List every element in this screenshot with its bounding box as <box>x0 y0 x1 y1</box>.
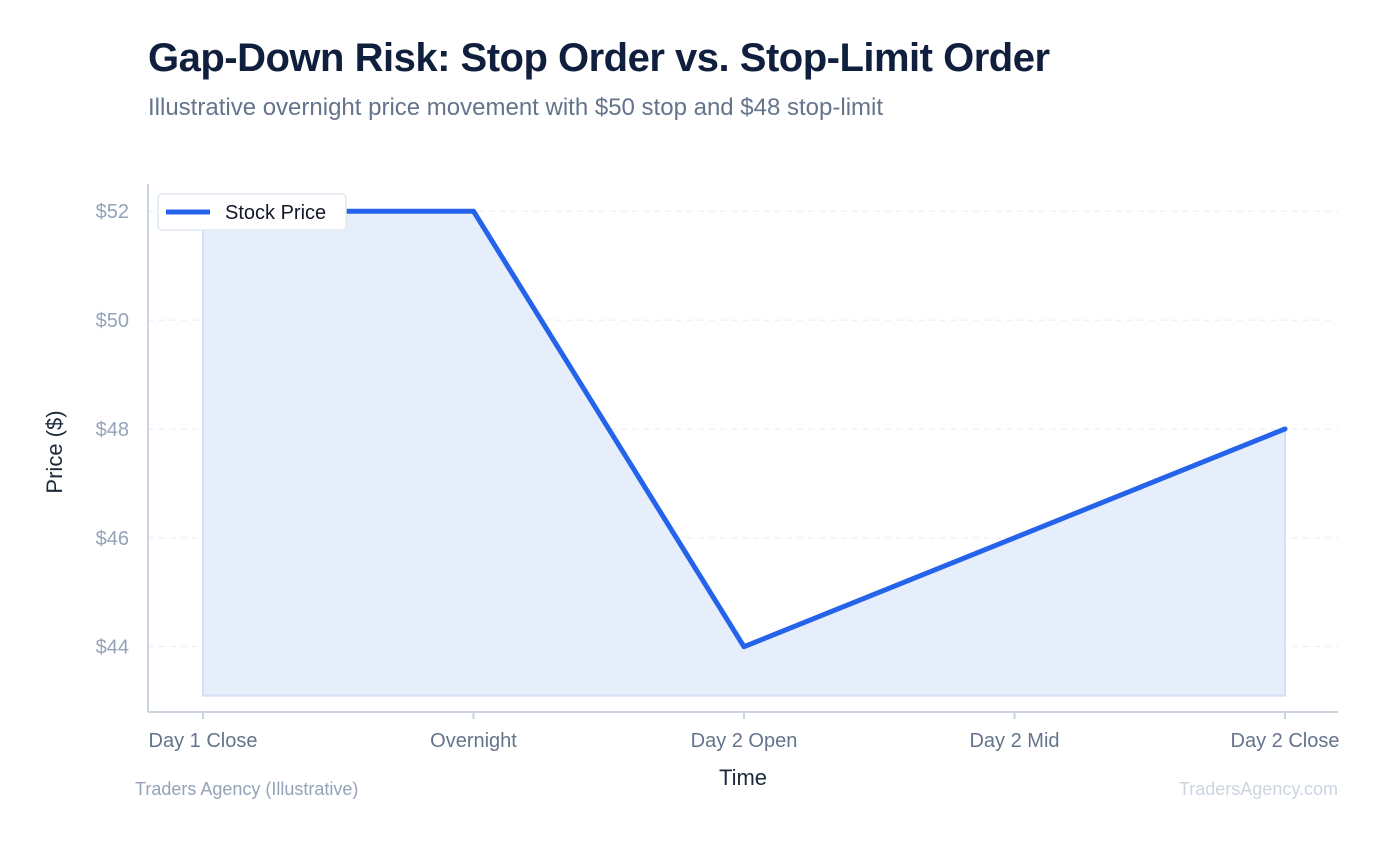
legend-label-stock-price: Stock Price <box>225 202 326 224</box>
y-tick-label: $46 <box>96 528 129 550</box>
chart-title: Gap-Down Risk: Stop Order vs. Stop-Limit… <box>148 36 1050 80</box>
legend-box <box>157 193 347 231</box>
watermark: TradersAgency.com <box>1178 779 1338 799</box>
x-tick-label: Day 2 Close <box>1231 730 1340 752</box>
y-tick-label: $48 <box>96 419 129 441</box>
x-tick-label: Day 2 Open <box>691 730 798 752</box>
legend: Stock Price <box>157 193 347 231</box>
x-tick-labels: Day 1 Close Overnight Day 2 Open Day 2 Mid D… <box>149 730 1340 752</box>
y-axis-title: Price ($) <box>42 410 67 493</box>
axes <box>147 184 1338 719</box>
y-tick-label: $50 <box>96 310 129 332</box>
x-tick-label: Day 1 Close <box>149 730 258 752</box>
chart-subtitle: Illustrative overnight price movement wi… <box>148 94 884 121</box>
y-tick-label: $44 <box>96 637 129 659</box>
source-note: Traders Agency (Illustrative) <box>135 779 359 799</box>
x-tick-label: Day 2 Mid <box>969 730 1059 752</box>
y-tick-labels: $44 $46 $48 $50 $52 <box>96 201 129 658</box>
x-tick-label: Overnight <box>430 730 517 752</box>
x-axis-title: Time <box>719 765 767 790</box>
series-line-stock-price <box>200 208 1288 650</box>
y-tick-label: $52 <box>96 201 129 223</box>
area-fill <box>202 210 1286 697</box>
